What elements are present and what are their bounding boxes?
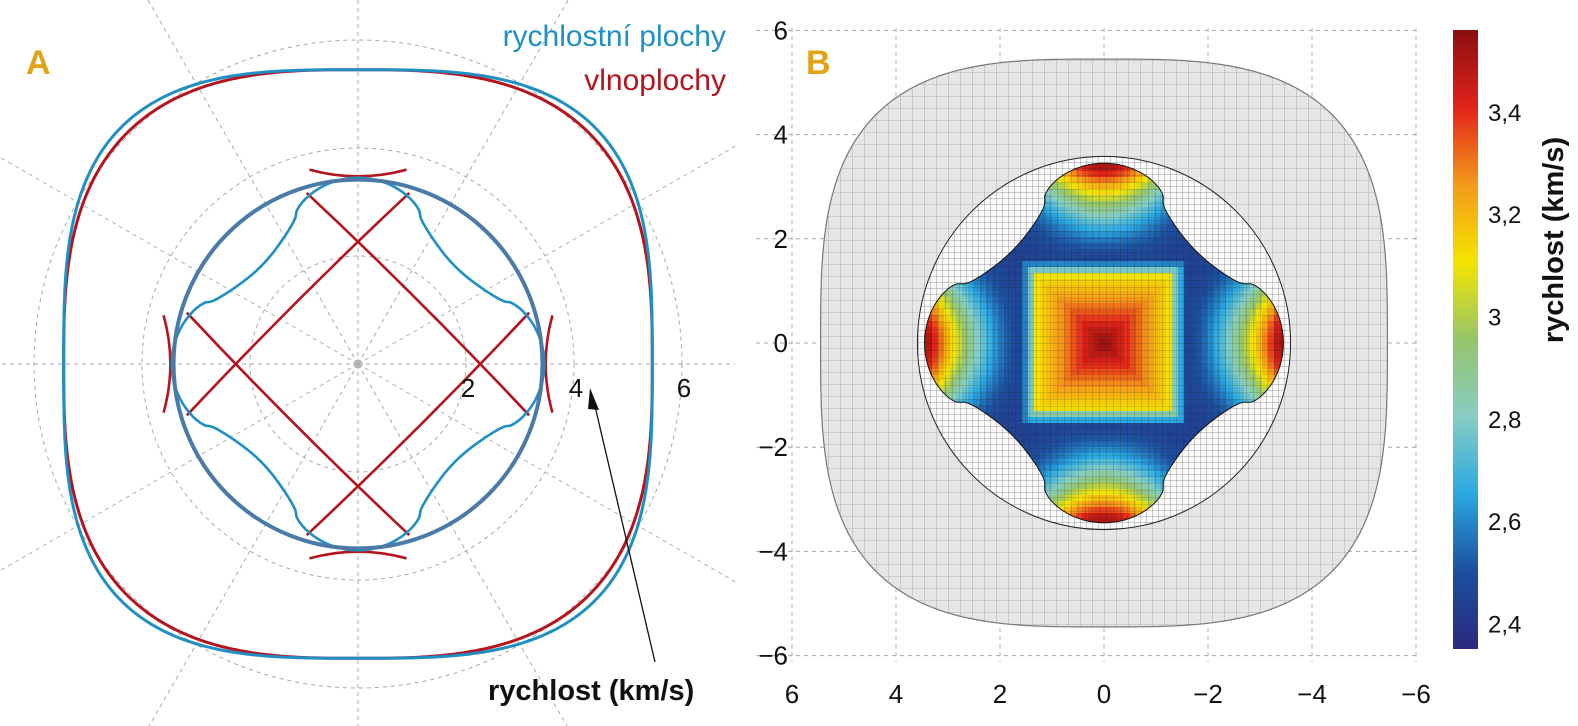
x-tick-label: 6 <box>785 679 799 709</box>
radial-tick-label: 2 <box>461 373 475 403</box>
panel-a-label: A <box>26 44 51 82</box>
x-tick-label: −2 <box>1193 679 1223 709</box>
wavefront-inner-sheet-segment <box>185 191 411 417</box>
velocity-annotation-arrow <box>588 388 656 663</box>
colorbar-ticks: 2,4 2,6 2,8 3 3,2 3,4 <box>1488 100 1521 639</box>
polar-grid-spoke <box>147 0 359 365</box>
wavefront-inner-sheet-segment <box>305 311 531 537</box>
wavefront-cusp <box>162 315 172 413</box>
y-tick-label: 2 <box>774 224 788 254</box>
panel-b-surfaces <box>820 58 1388 628</box>
radial-tick-label: 6 <box>677 373 691 403</box>
colorbar-tick-label: 2,4 <box>1488 611 1521 638</box>
colorbar-tick-label: 2,8 <box>1488 407 1521 434</box>
colorbar: 2,4 2,6 2,8 3 3,2 3,4 <box>1453 30 1521 649</box>
wavefront-inner-sheet-segment <box>185 311 411 537</box>
x-tick-label: −6 <box>1401 679 1431 709</box>
colorbar-tick-label: 3 <box>1488 304 1501 331</box>
panel-b-ticks: 6 4 2 0 −2 −4 −6 6 4 2 0 −2 −4 −6 <box>758 15 1430 709</box>
y-tick-label: 0 <box>774 328 788 358</box>
y-tick-label: −6 <box>758 641 788 671</box>
arrow-shaft <box>593 401 656 663</box>
colorbar-bar <box>1453 30 1478 649</box>
radial-tick-label: 4 <box>569 373 583 403</box>
polar-grid-spoke <box>357 363 735 583</box>
y-tick-label: −2 <box>758 432 788 462</box>
polar-grid-spoke <box>357 363 568 726</box>
arrow-head <box>588 388 599 410</box>
panel-a-radial-ticks: 2 4 6 <box>461 373 691 403</box>
panel-a-polar-grid <box>0 0 735 726</box>
y-tick-label: −4 <box>758 536 788 566</box>
x-tick-label: 2 <box>993 679 1007 709</box>
colorbar-tick-label: 3,4 <box>1488 100 1521 127</box>
velocity-surface-circle-sheet <box>171 177 545 551</box>
polar-grid-spoke <box>0 363 359 572</box>
x-tick-label: 4 <box>889 679 903 709</box>
wavefront-cusp <box>309 550 407 560</box>
y-tick-label: 4 <box>774 120 788 150</box>
panel-a: 2 4 6 <box>0 0 735 726</box>
colorbar-tick-label: 3,2 <box>1488 202 1521 229</box>
inner-sheet-mesh <box>924 162 1284 524</box>
legend-entry-velocity-surfaces: rychlostní plochy <box>503 20 726 53</box>
wavefront-cusp <box>544 315 554 413</box>
polar-grid-spoke <box>357 145 735 365</box>
colorbar-label: rychlost (km/s) <box>1538 137 1570 343</box>
panel-a-axis-annotation: rychlost (km/s) <box>488 675 694 707</box>
panel-a-series <box>62 68 654 660</box>
wavefront-inner-sheet-segment <box>305 191 531 417</box>
legend-entry-wavefronts: vlnoplochy <box>584 64 726 97</box>
panel-b-label: B <box>806 44 831 82</box>
x-tick-label: −4 <box>1297 679 1327 709</box>
velocity-surface-outer-sheet <box>62 68 654 660</box>
x-tick-label: 0 <box>1097 679 1111 709</box>
colorbar-tick-label: 2,6 <box>1488 509 1521 536</box>
polar-grid-spoke <box>0 156 359 365</box>
panel-b: 6 4 2 0 −2 −4 −6 6 4 2 0 −2 −4 −6 <box>756 15 1431 709</box>
polar-grid-spoke <box>148 363 359 726</box>
y-tick-label: 6 <box>774 15 788 45</box>
wavefront-cusp <box>309 168 407 178</box>
polar-grid-spoke <box>357 0 569 365</box>
